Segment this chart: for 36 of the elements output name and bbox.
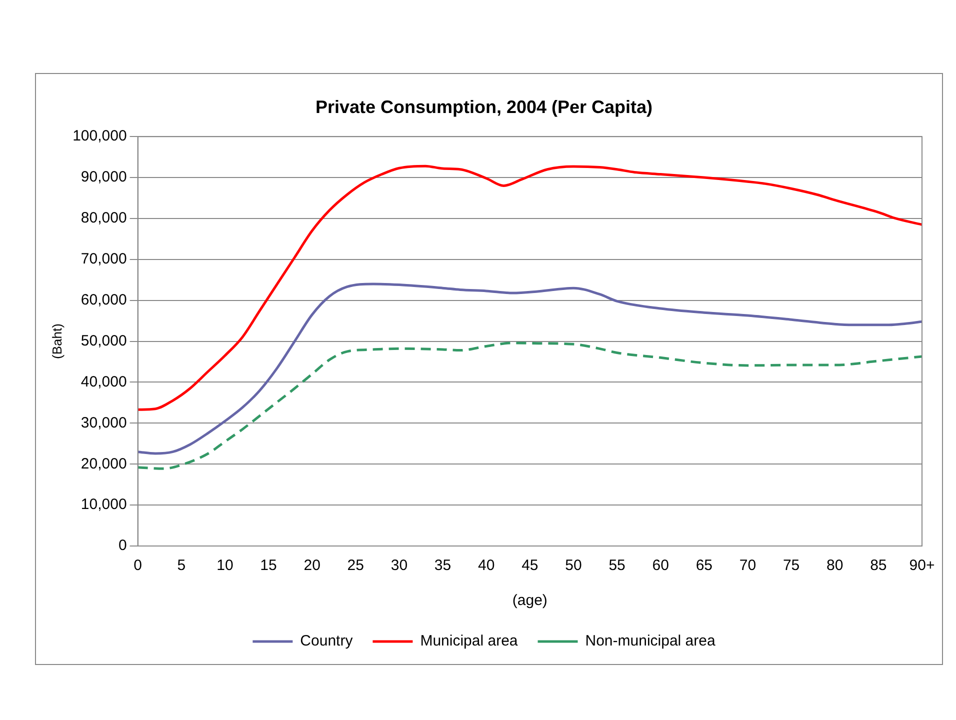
x-tick-label: 55	[608, 557, 626, 574]
y-tick-label: 30,000	[80, 414, 127, 432]
y-tick-label: 80,000	[80, 210, 127, 227]
y-tick-label: 0	[118, 537, 127, 554]
x-tick-label: 45	[522, 557, 538, 574]
x-tick-label: 30	[390, 557, 408, 574]
legend-label: Non-municipal area	[585, 632, 716, 650]
legend-label: Country	[300, 632, 354, 650]
x-tick-label: 5	[177, 557, 186, 574]
x-tick-label: 70	[739, 557, 756, 574]
x-tick-label: 65	[696, 557, 713, 574]
x-tick-label: 25	[347, 557, 364, 574]
x-tick-label: 90+	[909, 557, 935, 574]
x-tick-label: 35	[434, 557, 452, 574]
x-axis-title: (age)	[512, 592, 548, 610]
y-tick-label: 60,000	[80, 292, 127, 308]
x-tick-label: 0	[134, 557, 142, 574]
x-tick-label: 80	[826, 557, 844, 574]
x-tick-label: 15	[260, 557, 277, 574]
x-tick-label: 40	[478, 557, 495, 574]
x-tick-label: 85	[870, 557, 887, 574]
x-tick-label: 75	[782, 557, 800, 574]
y-tick-label: 10,000	[80, 496, 127, 514]
chart-title: Private Consumption, 2004 (Per Capita)	[315, 96, 653, 117]
y-tick-label: 20,000	[80, 455, 127, 472]
y-tick-label: 90,000	[80, 168, 127, 186]
x-tick-label: 10	[216, 557, 234, 574]
legend-label: Municipal area	[420, 632, 518, 650]
x-tick-label: 50	[565, 557, 582, 574]
x-tick-label: 60	[652, 557, 669, 574]
y-tick-label: 70,000	[80, 250, 127, 268]
y-tick-label: 40,000	[80, 373, 127, 390]
y-tick-label: 100,000	[72, 128, 127, 145]
y-axis-title: (Baht)	[49, 324, 64, 360]
y-tick-label: 50,000	[80, 332, 127, 350]
x-tick-label: 20	[304, 557, 320, 574]
